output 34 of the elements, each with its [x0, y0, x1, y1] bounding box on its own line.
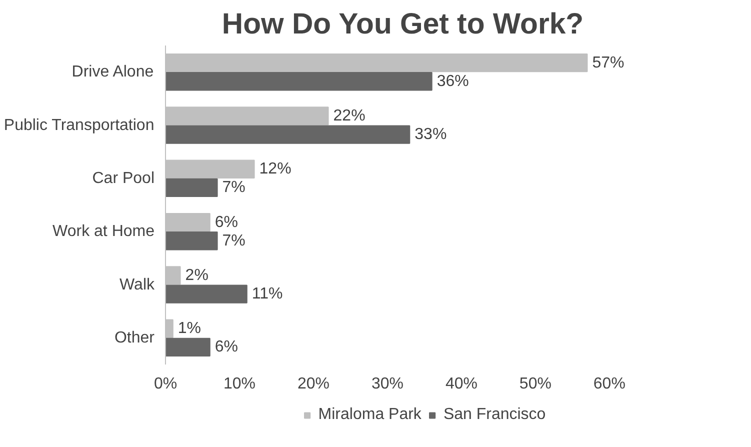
legend-label: San Francisco: [443, 406, 546, 424]
x-tick-label: 60%: [593, 376, 626, 392]
data-label: 22%: [333, 107, 366, 124]
x-tick-label: 30%: [371, 376, 404, 392]
data-label: 12%: [259, 160, 292, 178]
bar: [166, 232, 218, 250]
x-tick-label: 20%: [297, 376, 330, 392]
legend-label: Miraloma Park: [318, 406, 422, 424]
y-tick-label: Walk: [120, 276, 156, 294]
x-tick-label: 10%: [223, 376, 256, 392]
data-label: 1%: [178, 320, 202, 338]
data-label: 2%: [185, 266, 208, 284]
x-tick-label: 40%: [445, 376, 478, 392]
bar: [166, 338, 210, 357]
chart-title: How Do You Get to Work?: [222, 8, 584, 40]
data-label: 7%: [222, 179, 246, 196]
data-label: 33%: [414, 126, 447, 144]
bar: [166, 72, 432, 91]
x-tick-label: 0%: [154, 376, 178, 392]
y-tick-label: Drive Alone: [72, 64, 154, 81]
data-label: 6%: [214, 214, 238, 231]
data-label: 11%: [252, 286, 283, 303]
x-tick-label: 50%: [519, 376, 552, 392]
y-tick-label: Work at Home: [52, 223, 155, 240]
data-label: 6%: [214, 338, 238, 356]
y-tick-label: Other: [114, 329, 156, 346]
bar: [166, 284, 248, 304]
data-label: 7%: [222, 232, 246, 250]
y-tick-label: Car Pool: [92, 170, 154, 187]
data-label: 36%: [436, 72, 469, 90]
bar: [166, 178, 218, 198]
bar: [166, 125, 410, 144]
data-label: 57%: [592, 54, 624, 72]
y-tick-label: Public Transportation: [4, 116, 154, 134]
